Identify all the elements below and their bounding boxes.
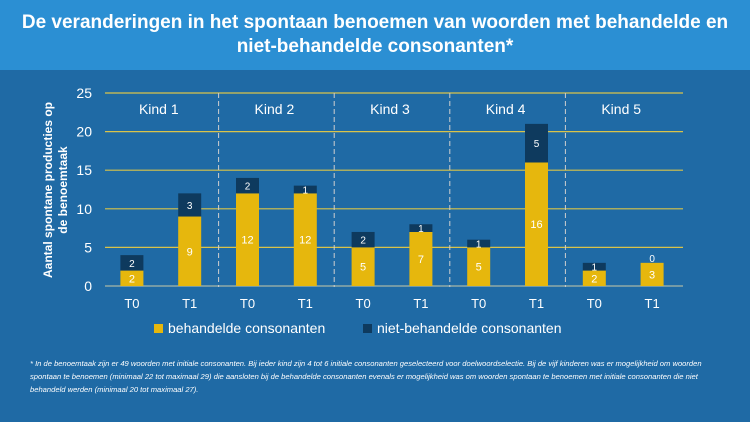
- x-tick-label: T0: [356, 296, 371, 311]
- legend-label-treated: behandelde consonanten: [168, 320, 325, 336]
- legend-swatch-untreated: [363, 324, 372, 333]
- data-label-untreated: 0: [649, 254, 655, 265]
- bar-untreated: [178, 193, 202, 217]
- data-label-treated: 12: [299, 235, 311, 247]
- bar-treated: [293, 193, 317, 286]
- title-bar: De veranderingen in het spontaan benoeme…: [0, 0, 750, 70]
- data-label-treated: 9: [187, 246, 193, 258]
- bar-treated: [525, 162, 548, 286]
- y-tick-label: 0: [84, 278, 92, 294]
- bar-treated: [582, 270, 606, 286]
- data-label-untreated: 2: [360, 236, 366, 247]
- bar-treated: [120, 270, 144, 286]
- y-tick-label: 5: [84, 239, 92, 255]
- x-tick-label: T0: [124, 296, 139, 311]
- data-label-treated: 16: [530, 219, 542, 231]
- x-tick-label: T1: [645, 296, 660, 311]
- bar-untreated: [467, 239, 491, 248]
- bar-untreated: [525, 123, 548, 163]
- group-label: Kind 2: [255, 101, 295, 117]
- group-label: Kind 5: [601, 101, 641, 117]
- bar-untreated: [236, 177, 259, 194]
- data-label-treated: 12: [241, 235, 253, 247]
- bar-treated: [640, 262, 664, 286]
- bar-treated: [409, 231, 433, 286]
- y-tick-label: 20: [76, 124, 92, 140]
- bar-treated: [351, 247, 375, 286]
- chart-title: De veranderingen in het spontaan benoeme…: [21, 12, 729, 57]
- data-label-treated: 3: [649, 269, 655, 281]
- group-label: Kind 1: [139, 101, 179, 117]
- data-label-untreated: 3: [187, 201, 193, 212]
- x-tick-label: T0: [471, 296, 486, 311]
- data-label-untreated: 1: [592, 263, 598, 274]
- data-label-untreated: 5: [534, 139, 540, 150]
- data-label-untreated: 1: [476, 240, 482, 251]
- data-label-treated: 5: [360, 262, 366, 274]
- x-tick-label: T1: [182, 296, 197, 311]
- x-tick-label: T1: [413, 296, 428, 311]
- bar-treated: [236, 193, 259, 286]
- legend-label-untreated: niet-behandelde consonanten: [377, 320, 562, 336]
- bar-untreated: [120, 255, 144, 271]
- data-label-untreated: 2: [129, 259, 135, 270]
- bar-treated: [178, 216, 202, 286]
- bar-untreated: [582, 262, 606, 271]
- y-tick-label: 10: [76, 201, 92, 217]
- data-label-treated: 5: [476, 262, 482, 274]
- y-axis-title-line: Aantal spontane producties op: [41, 102, 55, 278]
- x-tick-label: T0: [240, 296, 255, 311]
- y-tick-label: 15: [76, 162, 92, 178]
- group-label: Kind 3: [370, 101, 410, 117]
- y-axis-title: Aantal spontane producties opde benoemta…: [41, 102, 70, 278]
- y-axis-title-line: de benoemtaak: [56, 146, 70, 234]
- data-label-treated: 2: [591, 273, 597, 285]
- bar-untreated: [293, 185, 317, 194]
- bar-untreated: [351, 231, 375, 248]
- x-tick-label: T1: [529, 296, 544, 311]
- data-label-untreated: 2: [245, 182, 251, 193]
- data-label-untreated: 1: [418, 224, 424, 235]
- y-tick-label: 25: [76, 85, 92, 101]
- legend-swatch-treated: [154, 324, 163, 333]
- x-tick-label: T0: [587, 296, 602, 311]
- data-label-treated: 2: [129, 273, 135, 285]
- group-label: Kind 4: [486, 101, 526, 117]
- bar-untreated: [409, 224, 433, 232]
- data-label-untreated: 1: [303, 186, 309, 197]
- bar-treated: [467, 247, 491, 286]
- x-tick-label: T1: [298, 296, 313, 311]
- data-label-treated: 7: [418, 254, 424, 266]
- footnote: * In de benoemtaak zijn er 49 woorden me…: [30, 359, 702, 394]
